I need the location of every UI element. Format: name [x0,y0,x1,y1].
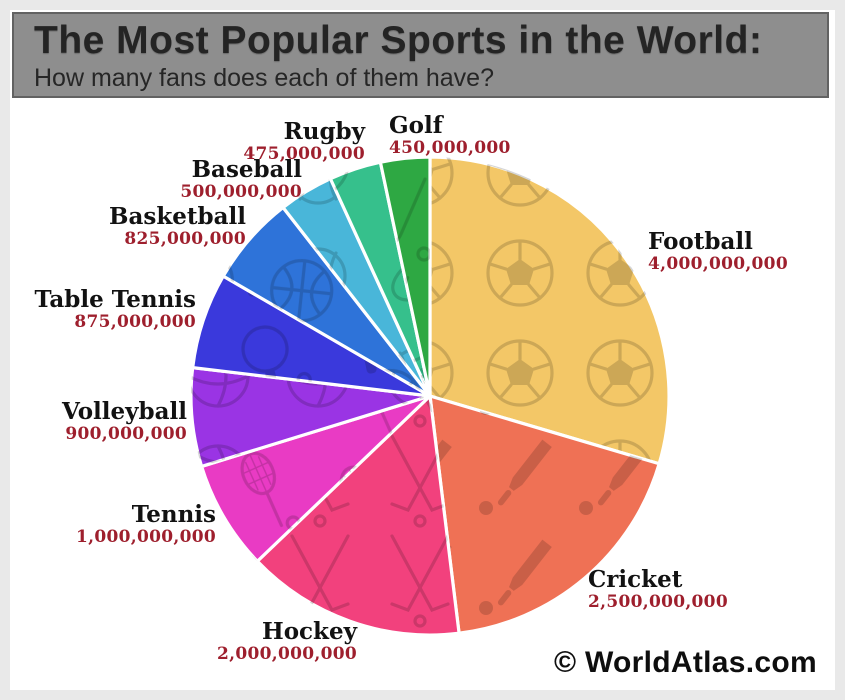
pie-chart: Football 4,000,000,000 Cricket 2,500,000,00… [10,10,835,690]
page-subtitle: How many fans does each of them have? [34,63,494,92]
pie [170,128,690,648]
page-title: The Most Popular Sports in the World: [34,19,763,62]
slice-label-volleyball: Volleyball 900,000,000 [62,399,187,444]
pie-svg [189,155,671,637]
slice-value: 900,000,000 [65,423,187,444]
attribution: © WorldAtlas.com [554,646,817,680]
header: The Most Popular Sports in the World: Ho… [12,12,829,98]
slice-name: Volleyball [61,398,187,425]
infographic-panel: The Most Popular Sports in the World: Ho… [10,10,835,690]
worldatlas-copyright-text: © WorldAtlas.com [553,646,817,679]
